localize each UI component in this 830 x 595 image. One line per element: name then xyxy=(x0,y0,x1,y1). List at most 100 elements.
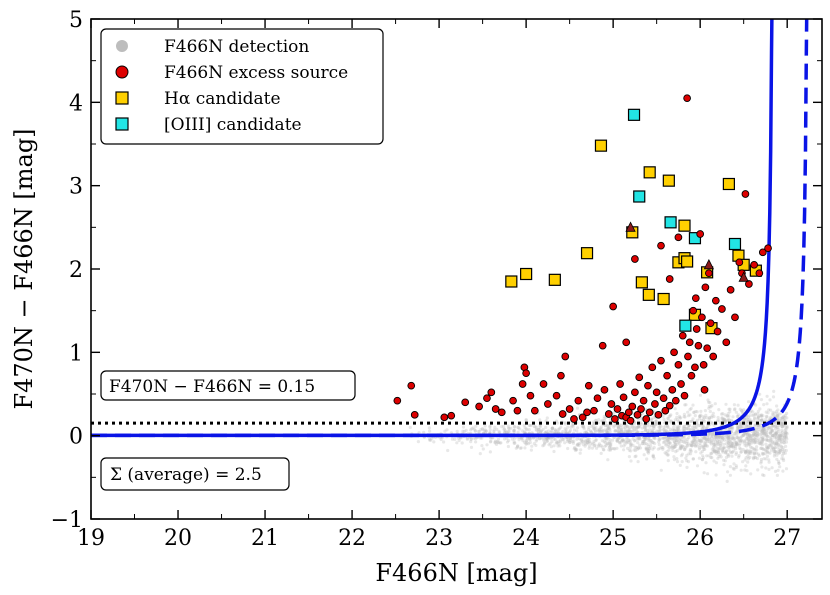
detection-point xyxy=(711,432,715,436)
detection-point xyxy=(689,449,693,453)
detection-point xyxy=(710,438,714,443)
detection-point xyxy=(735,435,739,440)
reference-lines xyxy=(91,19,822,438)
detection-point xyxy=(761,436,765,440)
detection-point xyxy=(746,425,750,429)
detection-point xyxy=(626,430,630,434)
detection-point xyxy=(735,424,740,428)
detection-point xyxy=(674,438,678,442)
detection-point xyxy=(619,428,623,432)
detection-point xyxy=(568,440,572,444)
detection-point xyxy=(621,438,625,442)
detection-point xyxy=(785,411,789,415)
detection-point xyxy=(760,413,764,417)
detection-point xyxy=(672,440,677,444)
detection-point xyxy=(538,425,542,429)
detection-point xyxy=(758,442,762,446)
detection-point xyxy=(741,433,745,437)
detection-point xyxy=(668,441,672,445)
sigma-annotation-box xyxy=(100,457,290,491)
detection-point xyxy=(644,447,648,451)
detection-point xyxy=(746,452,751,456)
detection-point xyxy=(506,429,510,434)
detection-point xyxy=(513,441,517,445)
detection-point xyxy=(645,457,649,461)
detection-point xyxy=(771,434,775,438)
detection-point xyxy=(777,461,781,465)
detection-point xyxy=(681,435,685,439)
detection-point xyxy=(746,432,750,436)
detection-point xyxy=(516,426,521,430)
detection-point xyxy=(753,440,757,444)
detection-point xyxy=(739,447,743,451)
detection-point xyxy=(592,444,597,448)
detection-point xyxy=(703,436,707,440)
detection-point xyxy=(734,410,738,414)
detection-point xyxy=(780,453,785,458)
detection-point xyxy=(659,424,663,428)
detection-point xyxy=(618,441,622,445)
excess-marker xyxy=(648,363,657,372)
detection-point xyxy=(675,429,679,433)
detection-point xyxy=(716,449,720,453)
detection-point xyxy=(658,427,662,431)
detection-point xyxy=(775,440,779,444)
detection-point xyxy=(728,439,732,443)
detection-point xyxy=(590,446,595,450)
detection-point xyxy=(716,415,720,420)
detection-point xyxy=(495,427,499,431)
detection-point xyxy=(724,455,729,460)
detection-point xyxy=(749,445,753,449)
detection-point xyxy=(746,454,750,458)
x-tick-label: 21 xyxy=(251,526,279,551)
detection-point xyxy=(733,445,738,449)
detection-point xyxy=(734,443,738,447)
candidate-marker xyxy=(678,219,691,232)
detection-point xyxy=(597,418,601,422)
detection-point xyxy=(750,433,755,437)
detection-point xyxy=(769,415,773,419)
detection-point xyxy=(643,442,647,446)
detection-point xyxy=(599,451,603,455)
detection-point xyxy=(723,413,727,417)
detection-point xyxy=(539,429,543,433)
detection-point xyxy=(719,436,723,440)
detection-point xyxy=(719,440,723,444)
detection-point xyxy=(712,442,716,446)
detection-point xyxy=(753,438,757,442)
detection-point xyxy=(672,445,676,450)
detection-point xyxy=(488,450,492,454)
detection-point xyxy=(637,435,641,440)
detection-point xyxy=(773,446,777,450)
detection-point xyxy=(624,429,628,433)
detection-point xyxy=(710,414,714,418)
detection-point xyxy=(732,437,736,441)
detection-point xyxy=(775,457,779,461)
detection-point xyxy=(542,438,546,442)
detection-point xyxy=(523,426,527,430)
detection-point xyxy=(752,451,756,455)
detection-point xyxy=(730,442,734,446)
detection-point xyxy=(768,438,773,443)
detection-point xyxy=(743,450,747,454)
detection-point xyxy=(693,436,697,440)
detection-point xyxy=(771,433,775,437)
detection-point xyxy=(554,441,558,445)
detection-point xyxy=(766,438,770,442)
detection-point xyxy=(733,431,737,435)
excess-marker xyxy=(718,305,726,313)
detection-point xyxy=(765,437,769,441)
detection-point xyxy=(783,432,787,436)
detection-point xyxy=(755,445,759,449)
detection-point xyxy=(624,428,628,432)
detection-point xyxy=(707,436,712,440)
detection-point xyxy=(556,444,560,448)
detection-point xyxy=(606,426,610,431)
detection-point xyxy=(663,451,667,455)
excess-marker xyxy=(691,294,700,303)
candidate-marker xyxy=(635,276,648,289)
triangle-marker xyxy=(625,221,636,232)
triangle-marker xyxy=(703,258,715,270)
detection-point xyxy=(776,439,780,443)
